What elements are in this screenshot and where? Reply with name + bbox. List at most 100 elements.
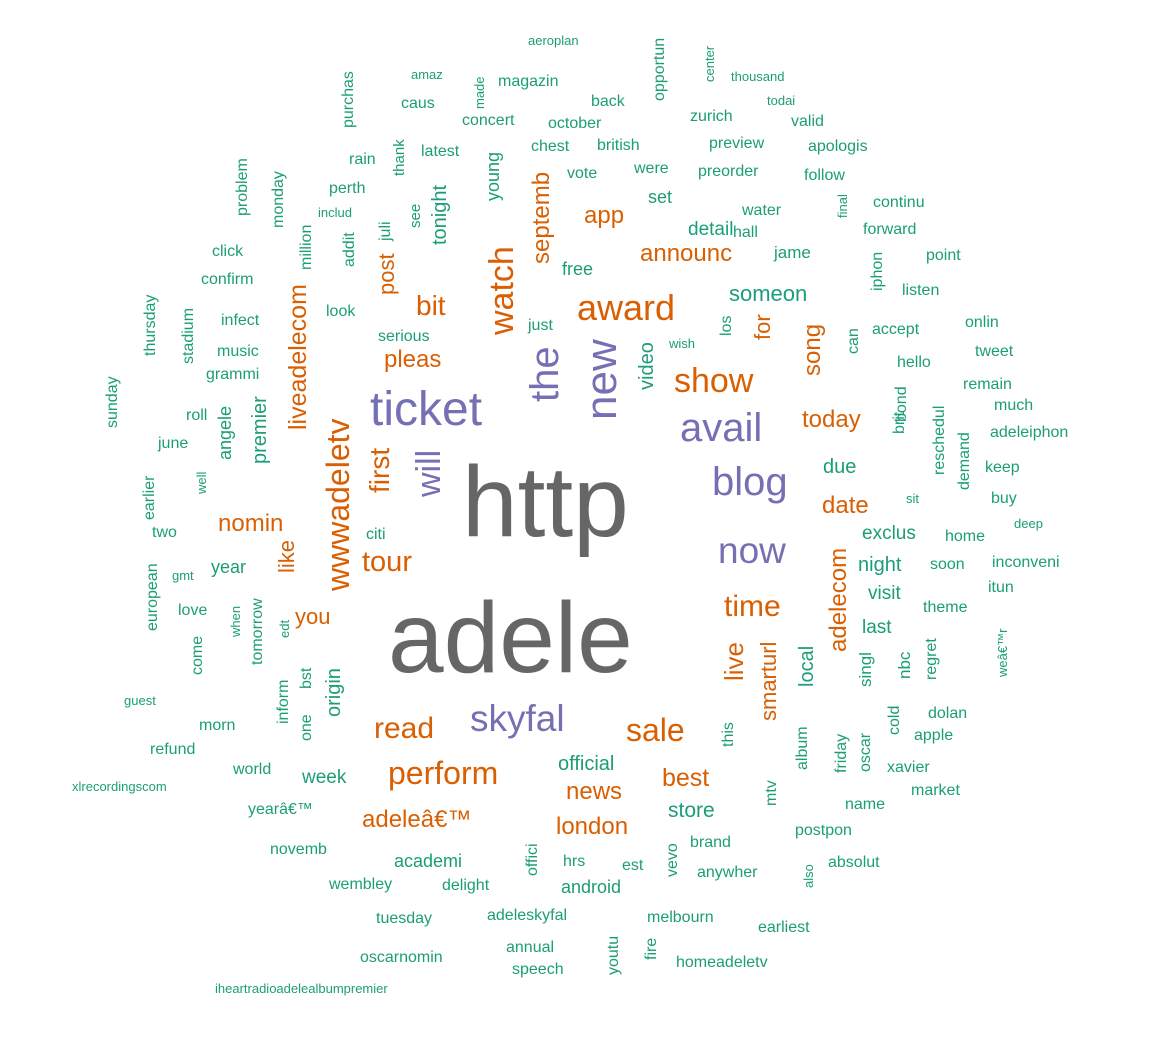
word-122: buy [991,490,1017,507]
word-28: post [374,253,399,295]
word-38: london [556,813,629,840]
word-82: caus [401,95,435,112]
word-166: homeadeletv [676,954,768,971]
word-153: academi [394,851,463,871]
word-62: free [562,259,594,279]
word-41: someon [729,281,808,306]
word-55: week [302,767,347,788]
word-120: demand [956,432,973,490]
word-67: can [845,328,862,354]
word-146: anywher [697,864,758,881]
word-147: also [801,864,816,888]
word-110: onlin [965,314,999,331]
word-162: oscarnomin [360,949,443,966]
word-77: perth [329,180,366,197]
word-83: amaz [411,67,443,82]
word-24: pleas [384,346,442,373]
word-169: world [233,761,272,778]
word-78: rain [349,151,376,168]
word-198: problem [234,158,251,216]
word-157: tuesday [376,910,433,927]
word-7: now [718,530,786,571]
word-100: vote [567,165,598,182]
word-53: official [558,753,615,775]
word-94: zurich [690,108,733,125]
word-139: friday [833,733,850,773]
word-194: music [217,343,259,360]
word-111: accept [872,321,920,338]
word-167: iheartradioadelealbumpremier [215,981,388,996]
word-75: million [298,224,315,270]
word-95: valid [791,113,824,130]
word-189: roll [186,407,208,424]
word-33: nomin [218,510,284,537]
word-80: latest [421,143,460,160]
word-134: cold [886,705,903,735]
word-170: refund [150,741,196,758]
word-118: brit [891,411,908,434]
word-135: oscar [857,732,874,772]
word-50: singl [856,652,875,687]
word-98: preview [709,135,765,152]
word-21: live [719,641,749,681]
word-180: come [189,635,206,675]
word-196: confirm [201,271,254,288]
word-15: sale [626,712,685,748]
word-30: today [802,406,861,433]
word-45: exclus [862,523,916,544]
word-51: nbc [895,651,914,679]
word-68: wish [669,336,696,351]
word-20: bit [416,290,446,321]
word-18: tour [362,546,412,578]
word-172: guest [124,693,156,708]
word-9: will [410,449,448,497]
word-129: theme [923,599,968,616]
word-44: detail [688,219,734,240]
word-193: grammi [206,366,260,383]
word-58: year [211,557,247,577]
word-19: first [364,447,395,493]
word-148: vevo [664,843,681,877]
word-97: british [597,137,640,154]
word-138: name [845,796,886,813]
word-35: you [295,604,331,629]
word-73: juli [377,221,394,241]
word-12: show [674,362,754,400]
word-123: sit [906,491,919,506]
word-27: septemb [528,171,555,264]
word-36: news [566,778,623,805]
word-96: chest [531,138,570,155]
word-93: todai [767,93,796,108]
word-0: http [462,446,629,558]
word-133: apple [914,727,954,744]
word-106: forward [863,221,917,238]
word-164: youtu [605,935,622,975]
word-149: est [622,857,644,874]
word-29: date [822,492,869,519]
word-65: hall [733,224,758,241]
word-165: fire [643,937,660,960]
word-109: listen [902,282,940,299]
word-31: song [799,323,826,376]
word-154: delight [442,877,490,894]
word-66: los [718,315,735,336]
word-163: speech [512,961,564,978]
word-13: watch [483,246,521,335]
word-57: angele [215,405,235,460]
word-49: local [796,645,818,687]
word-89: october [548,115,602,132]
word-8: skyfal [470,698,565,739]
word-70: serious [378,328,430,345]
word-37: best [662,764,710,792]
word-181: love [178,602,208,619]
word-40: smarturl [756,641,781,721]
word-168: yearâ€™ [248,801,313,818]
word-113: hello [897,354,931,371]
word-142: this [720,722,737,747]
word-59: tonight [429,184,451,245]
word-102: preorder [698,163,759,180]
word-114: remain [963,376,1012,393]
word-86: aeroplan [528,33,579,48]
word-47: visit [868,583,901,604]
